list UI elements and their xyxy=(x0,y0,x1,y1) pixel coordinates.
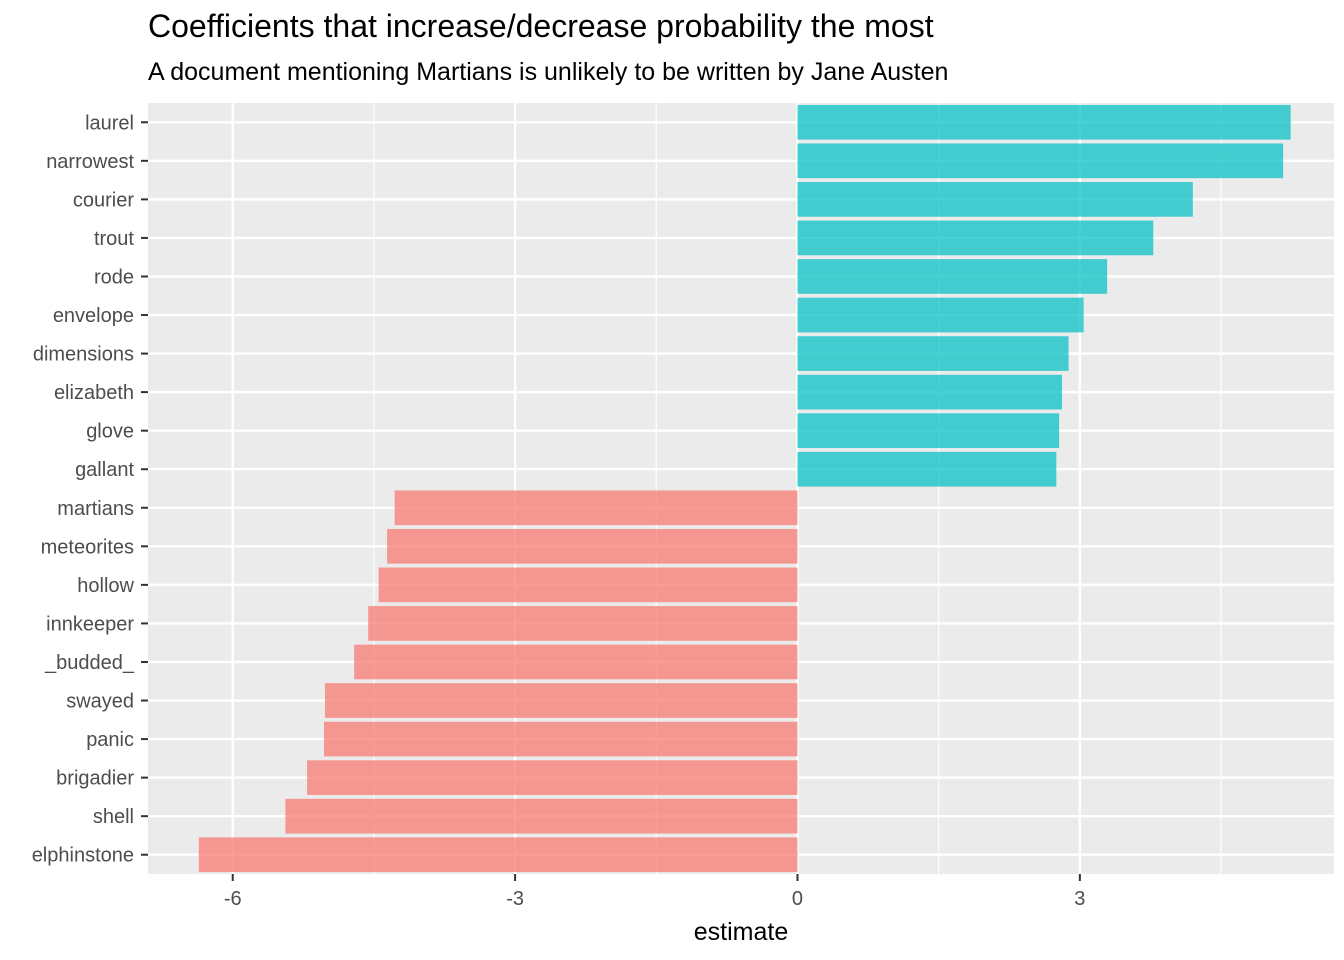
bar-hollow xyxy=(378,567,798,603)
x-tick-label: -6 xyxy=(224,888,242,910)
y-tick-label: brigadier xyxy=(56,768,134,790)
bar-_budded_ xyxy=(354,644,798,680)
y-tick-label: narrowest xyxy=(46,151,134,173)
y-tick-label: trout xyxy=(94,228,134,250)
y-tick-label: elizabeth xyxy=(54,382,134,404)
y-tick-label: rode xyxy=(94,266,134,288)
y-tick-label: martians xyxy=(57,498,134,520)
bar-courier xyxy=(797,182,1193,217)
y-tick-label: glove xyxy=(86,421,134,443)
y-tick-label: elphinstone xyxy=(32,845,134,867)
plot-panel xyxy=(148,103,1334,874)
bar-narrowest xyxy=(797,143,1284,179)
x-tick-label: -3 xyxy=(506,888,524,910)
bar-martians xyxy=(394,490,798,526)
y-tick-label: _budded_ xyxy=(44,652,135,674)
bar-glove xyxy=(797,413,1060,449)
x-axis-title: estimate xyxy=(694,918,788,946)
bar-meteorites xyxy=(387,528,798,564)
x-tick-label: 0 xyxy=(792,888,803,910)
y-tick-label: panic xyxy=(86,729,134,751)
y-tick-label: dimensions xyxy=(33,344,134,366)
y-tick-label: courier xyxy=(73,189,134,211)
bar-elphinstone xyxy=(198,837,798,873)
bar-trout xyxy=(797,220,1154,256)
bar-elizabeth xyxy=(797,374,1062,410)
bar-shell xyxy=(285,798,798,834)
bar-brigadier xyxy=(307,760,798,795)
y-tick-label: swayed xyxy=(66,691,134,713)
bar-panic xyxy=(324,721,798,757)
y-tick-label: gallant xyxy=(75,459,134,481)
y-tick-label: shell xyxy=(93,806,134,828)
y-tick-label: innkeeper xyxy=(46,613,134,635)
y-tick-label: envelope xyxy=(53,305,134,327)
bar-swayed xyxy=(324,683,798,718)
bar-rode xyxy=(797,259,1108,294)
x-tick-label: 3 xyxy=(1074,888,1085,910)
bar-dimensions xyxy=(797,336,1069,371)
bar-gallant xyxy=(797,451,1057,487)
chart-subtitle: A document mentioning Martians is unlike… xyxy=(148,58,949,86)
bar-laurel xyxy=(797,104,1291,140)
chart-title: Coefficients that increase/decrease prob… xyxy=(148,8,934,44)
bar-innkeeper xyxy=(368,606,798,641)
y-tick-label: laurel xyxy=(85,112,134,134)
bar-envelope xyxy=(797,297,1084,333)
y-tick-label: hollow xyxy=(77,575,134,597)
y-tick-label: meteorites xyxy=(41,536,134,558)
